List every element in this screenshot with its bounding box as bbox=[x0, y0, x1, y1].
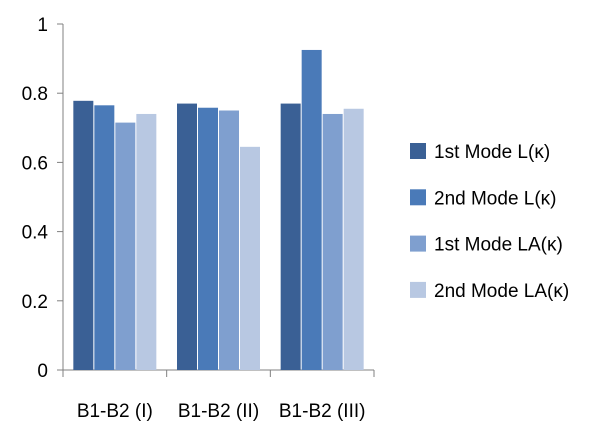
bar bbox=[94, 105, 115, 370]
bar bbox=[280, 103, 301, 370]
x-axis: B1-B2 (I) B1-B2 (II) B1-B2 (III) bbox=[62, 369, 375, 422]
bars bbox=[73, 49, 364, 371]
bar bbox=[177, 103, 197, 370]
y-axis: 0 0.2 0.4 0.6 0.8 1 bbox=[22, 15, 64, 382]
y-tick-label: 0.6 bbox=[22, 153, 48, 174]
legend-label: 1st Mode L(κ) bbox=[434, 142, 550, 163]
legend-swatch bbox=[410, 143, 426, 159]
x-tick-label: B1-B2 (II) bbox=[178, 401, 259, 422]
y-tick-label: 0.2 bbox=[22, 292, 48, 313]
legend: 1st Mode L(κ) 2nd Mode L(κ) 1st Mode LA(κ)… bbox=[410, 142, 569, 302]
x-tick-label: B1-B2 (III) bbox=[279, 401, 366, 422]
legend-label: 1st Mode LA(κ) bbox=[434, 235, 563, 256]
y-tick-label: 0 bbox=[37, 361, 48, 382]
bar bbox=[115, 122, 136, 370]
bar bbox=[322, 113, 343, 371]
bar bbox=[343, 108, 364, 371]
legend-swatch bbox=[410, 281, 426, 298]
legend-swatch bbox=[410, 189, 426, 206]
y-tick-label: 0.8 bbox=[22, 84, 48, 105]
bar bbox=[219, 110, 239, 370]
bar bbox=[240, 146, 260, 370]
x-tick-label: B1-B2 (I) bbox=[77, 401, 153, 422]
bar bbox=[136, 113, 157, 371]
y-tick-label: 0.4 bbox=[22, 223, 49, 244]
bar bbox=[198, 107, 218, 371]
bar bbox=[73, 100, 94, 370]
bar bbox=[301, 49, 322, 370]
y-tick-label: 1 bbox=[37, 15, 48, 36]
legend-swatch bbox=[410, 235, 426, 252]
legend-label: 2nd Mode L(κ) bbox=[434, 188, 557, 209]
legend-label: 2nd Mode LA(κ) bbox=[434, 281, 569, 302]
